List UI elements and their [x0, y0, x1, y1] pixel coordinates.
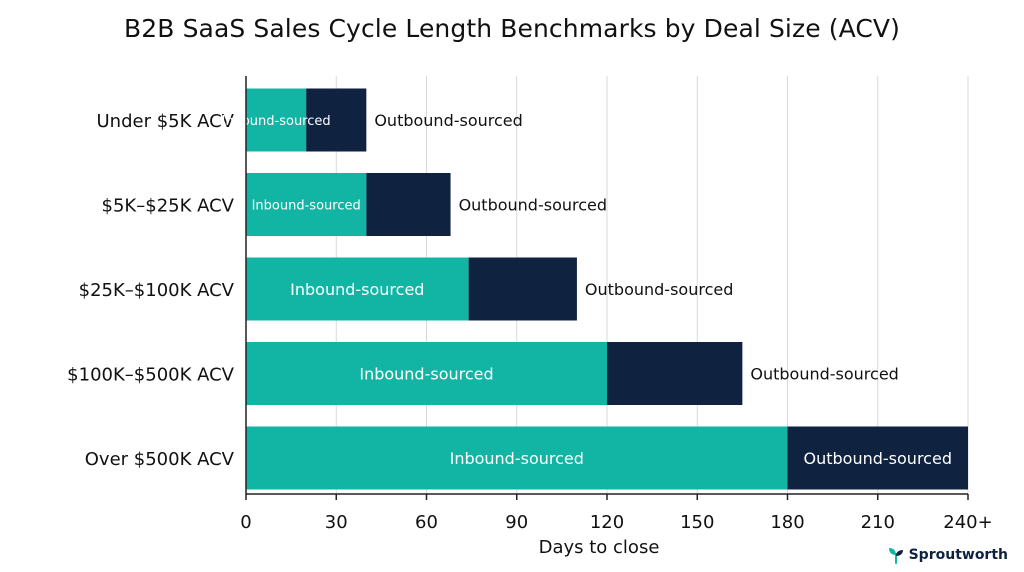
x-tick-label: 120	[590, 512, 624, 533]
bar-inbound	[246, 257, 469, 321]
bar-outbound	[366, 173, 451, 236]
series-label-inbound: Inbound-sourced	[359, 365, 493, 384]
series-label-outbound: Outbound-sourced	[459, 196, 607, 215]
chart-title: B2B SaaS Sales Cycle Length Benchmarks b…	[124, 14, 900, 43]
x-tick-label: 240+	[943, 512, 992, 533]
x-axis-title: Days to close	[539, 537, 660, 558]
category-label: $5K–$25K ACV	[102, 196, 235, 217]
series-label-inbound: Inbound-sourced	[222, 114, 331, 129]
x-tick-label: 0	[240, 512, 251, 533]
series-label-inbound: Inbound-sourced	[252, 199, 361, 214]
bar-outbound	[306, 88, 367, 152]
bar-inbound	[246, 88, 307, 152]
x-tick-label: 60	[415, 512, 438, 533]
series-label-outbound: Outbound-sourced	[585, 280, 733, 299]
series-label-outbound: Outbound-sourced	[374, 111, 522, 130]
series-label-inbound: Inbound-sourced	[450, 449, 584, 468]
category-label: $100K–$500K ACV	[67, 365, 235, 386]
bar-inbound	[246, 173, 367, 236]
category-label: Under $5K ACV	[96, 111, 234, 132]
sprout-icon	[888, 548, 903, 564]
bar-inbound	[246, 342, 607, 405]
bar-outbound	[607, 342, 743, 405]
series-label-outbound: Outbound-sourced	[750, 365, 898, 384]
x-tick-label: 180	[770, 512, 804, 533]
brand-logo: Sproutworth	[887, 546, 1008, 564]
brand-name: Sproutworth	[908, 547, 1008, 563]
category-label: Over $500K ACV	[85, 449, 235, 470]
series-label-inbound: Inbound-sourced	[290, 280, 424, 299]
bar-outbound	[787, 426, 968, 490]
x-tick-label: 150	[680, 512, 714, 533]
category-label: $25K–$100K ACV	[79, 280, 235, 301]
x-tick-label: 210	[861, 512, 895, 533]
x-tick-label: 30	[325, 512, 348, 533]
x-tick-label: 90	[505, 512, 528, 533]
series-label-outbound: Outbound-sourced	[804, 449, 952, 468]
bar-outbound	[468, 257, 577, 321]
bar-inbound	[246, 426, 788, 490]
